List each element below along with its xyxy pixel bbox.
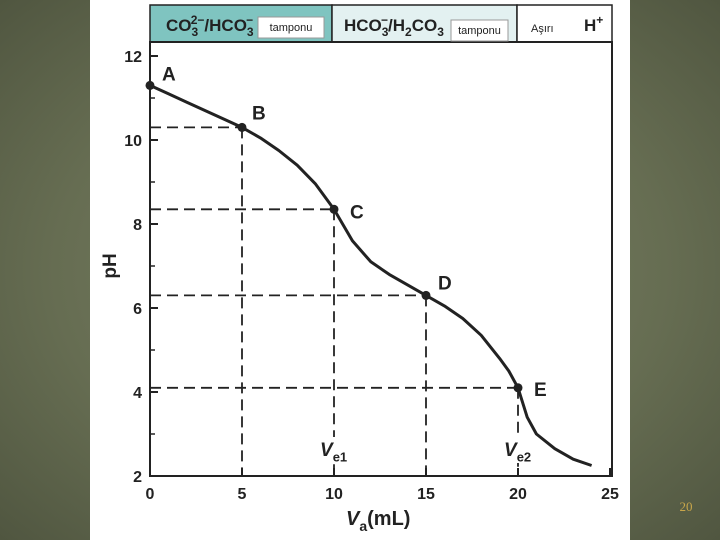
- text-piece: HCO: [344, 16, 382, 35]
- note-box: [450, 19, 509, 42]
- x-axis-label: Va(mL): [346, 508, 410, 534]
- header-box: [516, 4, 613, 43]
- text-piece: H: [584, 16, 596, 35]
- text-piece: /H: [388, 16, 405, 35]
- x-tick-label: 5: [238, 486, 247, 503]
- text-piece: 2: [405, 25, 412, 39]
- point-label: E: [534, 380, 547, 401]
- text-piece: +: [596, 13, 603, 27]
- text-piece: −: [381, 13, 388, 27]
- x-tick-label: 0: [146, 486, 155, 503]
- text-piece: V: [346, 508, 361, 530]
- slide-panel: [90, 0, 630, 540]
- x-tick-label: 20: [509, 486, 527, 503]
- point: [513, 383, 523, 393]
- point: [329, 204, 339, 214]
- page-number: 20: [680, 499, 693, 514]
- header-formula: HCO3−/H2CO3: [344, 13, 444, 39]
- point-label: C: [350, 202, 364, 223]
- label-bg: [320, 437, 354, 463]
- text-piece: V: [320, 440, 334, 461]
- x-tick-label: 15: [417, 486, 435, 503]
- text-piece: e2: [517, 450, 531, 465]
- x-tick-label: 10: [325, 486, 343, 503]
- text-piece: 3: [437, 25, 444, 39]
- label-bg: [504, 437, 538, 463]
- header-formula: CO32−/HCO3−: [166, 13, 254, 39]
- text-piece: CO: [412, 16, 438, 35]
- header-note: tamponu: [458, 25, 501, 37]
- text-piece: (mL): [367, 508, 410, 530]
- point-label: D: [438, 273, 452, 294]
- point: [145, 80, 155, 90]
- point: [237, 122, 247, 132]
- equivalence-label: Ve1: [320, 440, 347, 465]
- text-piece: V: [504, 440, 518, 461]
- text-piece: a: [359, 518, 367, 534]
- y-tick-label: 10: [124, 133, 142, 150]
- text-piece: −: [246, 13, 253, 27]
- text-piece: 2−: [191, 13, 205, 27]
- y-tick-label: 12: [124, 49, 142, 66]
- text-piece: 3: [192, 25, 199, 39]
- point-label: A: [162, 64, 176, 85]
- header-formula: H+: [584, 13, 603, 35]
- titration-curve: [149, 84, 593, 467]
- point-label: B: [252, 103, 266, 124]
- equivalence-label: Ve2: [504, 440, 531, 465]
- note-box: [257, 16, 325, 39]
- header-note: tamponu: [270, 22, 313, 34]
- y-tick-label: 4: [133, 385, 142, 402]
- text-piece: e1: [333, 450, 347, 465]
- header-note: Aşırı: [531, 23, 554, 35]
- y-tick-label: 2: [133, 469, 142, 486]
- y-axis-label: pH: [100, 253, 121, 278]
- text-piece: 3: [247, 25, 254, 39]
- text-piece: 3: [382, 25, 389, 39]
- y-tick-label: 8: [133, 217, 142, 234]
- point: [421, 290, 431, 300]
- plot-frame: [149, 41, 613, 477]
- text-piece: CO: [166, 16, 192, 35]
- text-piece: /HCO: [204, 16, 247, 35]
- y-tick-label: 6: [133, 301, 142, 318]
- x-tick-label: 25: [601, 486, 619, 503]
